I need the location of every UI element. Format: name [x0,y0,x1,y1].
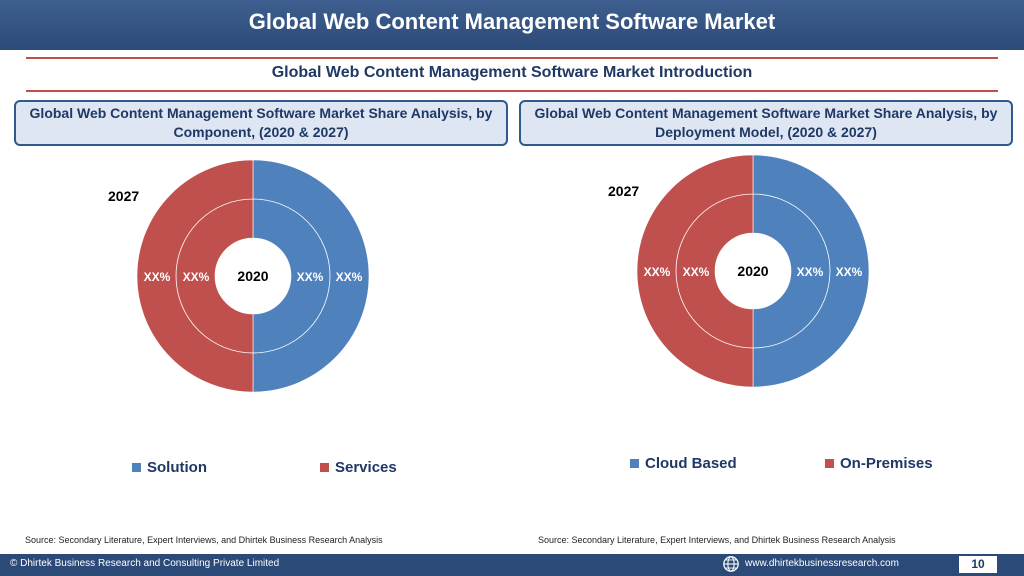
legend-label: Cloud Based [645,455,737,472]
source-note: Source: Secondary Literature, Expert Int… [538,535,896,545]
inner-ring-label: 2020 [237,268,268,284]
panel-title-component: Global Web Content Management Software M… [14,100,508,146]
legend-item-cloud-based: Cloud Based [630,455,737,472]
legend-swatch [825,459,834,468]
page-title: Global Web Content Management Software M… [248,9,776,34]
legend-swatch [320,463,329,472]
page-number: 10 [959,556,997,573]
section-subtitle: Global Web Content Management Software M… [271,64,753,81]
source-note: Source: Secondary Literature, Expert Int… [25,535,383,545]
value-label: XX% [183,270,210,284]
value-label: XX% [797,265,824,279]
footer-bar: © Dhirtek Business Research and Consulti… [0,554,1024,576]
legend-item-services: Services [320,459,397,476]
legend-swatch [630,459,639,468]
outer-ring-label: 2027 [108,188,139,204]
copyright-text: © Dhirtek Business Research and Consulti… [10,558,280,569]
legend-label: Solution [147,459,207,476]
value-label: XX% [644,265,671,279]
value-label: XX% [336,270,363,284]
slice-2027-cloud-based [752,154,870,388]
value-label: XX% [297,270,324,284]
ring-separator [175,198,331,354]
slice-2027-on-premises [636,154,754,388]
header-bar: Global Web Content Management Software M… [0,0,1024,50]
slice-2027-services [136,159,254,393]
globe-icon [723,556,739,572]
value-label: XX% [683,265,710,279]
donut-chart-component: 2020 2027 XX% XX% XX% XX% [108,159,370,393]
inner-ring-label: 2020 [737,263,768,279]
legend-item-on-premises: On-Premises [825,455,933,472]
donut-chart-deployment: 2020 2027 XX% XX% XX% XX% [608,154,870,388]
value-label: XX% [144,270,171,284]
outer-ring-label: 2027 [608,183,639,199]
legend-swatch [132,463,141,472]
website-link[interactable]: www.dhirtekbusinessresearch.com [745,558,899,569]
divider-top [26,57,998,59]
slice-2027-solution [252,159,370,393]
legend-item-solution: Solution [132,459,207,476]
ring-separator [675,193,831,349]
panel-title-deployment: Global Web Content Management Software M… [519,100,1013,146]
value-label: XX% [836,265,863,279]
legend-label: Services [335,459,397,476]
legend-label: On-Premises [840,455,933,472]
divider-bottom [26,90,998,92]
